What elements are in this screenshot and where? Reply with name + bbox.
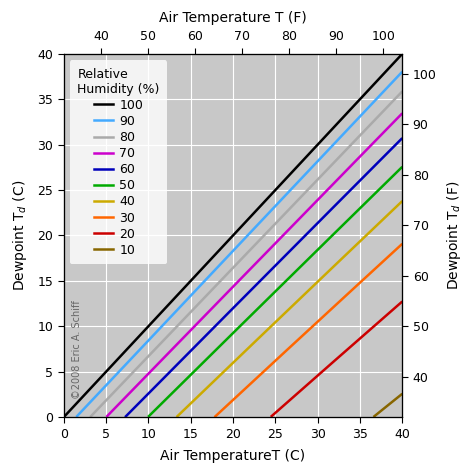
20 <box>400 299 405 304</box>
20 <box>340 351 346 356</box>
Line: 50: 50 <box>148 167 402 417</box>
10 <box>384 403 390 409</box>
60 <box>400 135 405 141</box>
Line: 80: 80 <box>90 91 402 417</box>
30 <box>265 365 271 370</box>
100 <box>325 131 330 137</box>
40 <box>319 275 324 281</box>
60 <box>167 369 173 375</box>
70 <box>284 229 290 235</box>
Y-axis label: Dewpoint T$_d$ (C): Dewpoint T$_d$ (C) <box>11 180 29 291</box>
60 <box>249 287 255 292</box>
40 <box>282 311 287 317</box>
80 <box>258 236 264 242</box>
50 <box>295 266 301 272</box>
100 <box>400 51 405 57</box>
100 <box>210 254 216 260</box>
40 <box>400 198 405 204</box>
20 <box>379 317 384 322</box>
50 <box>326 236 332 242</box>
60 <box>122 414 128 420</box>
50 <box>184 375 190 381</box>
30 <box>256 373 262 378</box>
80 <box>155 343 161 349</box>
60 <box>245 290 251 296</box>
10 <box>400 391 405 397</box>
70 <box>227 288 232 293</box>
10 <box>371 414 376 420</box>
40 <box>174 414 180 420</box>
80 <box>392 96 398 101</box>
50 <box>400 164 405 170</box>
20 <box>384 312 390 318</box>
70 <box>162 354 168 359</box>
100 <box>331 125 337 130</box>
90 <box>128 356 134 362</box>
Line: 90: 90 <box>76 72 402 417</box>
60 <box>180 356 186 362</box>
30 <box>268 363 273 368</box>
80 <box>263 230 269 236</box>
50 <box>336 227 341 232</box>
80 <box>371 118 377 124</box>
80 <box>105 396 110 401</box>
30 <box>400 241 405 246</box>
90 <box>177 305 182 310</box>
40 <box>210 380 215 385</box>
40 <box>325 270 330 275</box>
30 <box>212 414 218 420</box>
Line: 100: 100 <box>64 54 402 417</box>
80 <box>87 414 93 420</box>
20 <box>363 331 368 337</box>
70 <box>104 414 109 419</box>
80 <box>400 89 405 94</box>
Line: 40: 40 <box>177 201 402 417</box>
Line: 60: 60 <box>125 138 402 417</box>
50 <box>398 165 403 171</box>
90 <box>73 414 79 420</box>
20 <box>329 360 335 366</box>
10 <box>371 413 377 419</box>
100 <box>198 267 203 273</box>
60 <box>224 311 230 317</box>
40 <box>297 296 302 302</box>
30 <box>307 326 313 331</box>
Y-axis label: Dewpoint T$_d$ (F): Dewpoint T$_d$ (F) <box>445 181 463 290</box>
10 <box>395 394 401 400</box>
10 <box>392 396 398 402</box>
Line: 20: 20 <box>271 301 402 417</box>
70 <box>132 385 138 391</box>
Text: ©2008 Eric A. Schiff: ©2008 Eric A. Schiff <box>72 300 82 399</box>
10 <box>372 413 378 419</box>
100 <box>95 377 101 383</box>
70 <box>400 110 405 116</box>
40 <box>369 228 374 233</box>
90 <box>261 216 266 221</box>
90 <box>351 120 356 126</box>
Line: 30: 30 <box>215 244 402 417</box>
Legend: 100, 90, 80, 70, 60, 50, 40, 30, 20, 10: 100, 90, 80, 70, 60, 50, 40, 30, 20, 10 <box>70 60 167 264</box>
20 <box>268 414 273 419</box>
Line: 10: 10 <box>374 394 402 417</box>
Line: 70: 70 <box>107 113 402 417</box>
10 <box>374 411 379 417</box>
90 <box>363 108 368 114</box>
20 <box>368 326 374 332</box>
60 <box>168 368 173 374</box>
100 <box>61 414 66 420</box>
30 <box>249 380 255 385</box>
X-axis label: Air Temperature T (F): Air Temperature T (F) <box>159 11 307 25</box>
30 <box>279 352 284 358</box>
90 <box>148 335 154 340</box>
50 <box>145 414 151 419</box>
X-axis label: Air TemperatureT (C): Air TemperatureT (C) <box>160 449 306 463</box>
70 <box>231 283 237 289</box>
50 <box>257 303 263 309</box>
70 <box>111 406 117 412</box>
100 <box>293 165 299 171</box>
90 <box>400 69 405 74</box>
